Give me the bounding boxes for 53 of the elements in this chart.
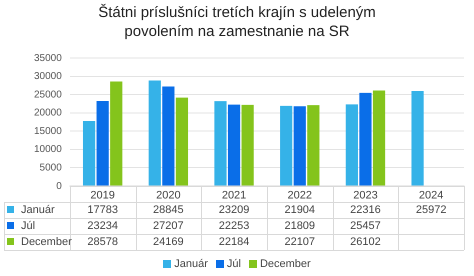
data-label: 28578 (87, 236, 118, 248)
data-label: 25972 (416, 204, 446, 216)
text: Júl (226, 258, 241, 270)
data-label: 28845 (153, 204, 184, 216)
data-label: 21809 (284, 220, 316, 232)
y-tick-label: 5000 (40, 162, 62, 174)
y-tick-label: 10000 (34, 144, 62, 156)
x-tick-label: 2020 (156, 190, 181, 202)
bar (294, 106, 306, 186)
text: Január (174, 258, 208, 270)
y-tick-label: 15000 (34, 126, 62, 137)
y-tick-label: 35000 (34, 52, 62, 64)
x-tick-label: 2022 (288, 190, 312, 202)
x-tick-label: 2019 (90, 190, 115, 202)
bar (307, 105, 320, 186)
data-label: 17783 (87, 204, 118, 216)
bar (214, 101, 227, 186)
data-label: 25457 (350, 220, 381, 232)
bar (176, 98, 188, 186)
bar (96, 101, 109, 186)
legend-label: Júl (21, 220, 36, 232)
data-label: 22107 (284, 236, 316, 248)
data-label: 22184 (218, 236, 250, 248)
y-tick-label: 0 (56, 180, 62, 192)
bar (242, 104, 254, 186)
data-label: 22316 (350, 204, 381, 216)
data-label: 26102 (350, 236, 381, 248)
x-tick-label: 2021 (222, 190, 246, 202)
y-tick-label: 30000 (34, 71, 62, 82)
y-tick-label: 25000 (34, 89, 62, 100)
legend-label: December (21, 236, 72, 248)
bar (280, 106, 292, 186)
legend-label: Január (21, 204, 55, 216)
data-label: 22253 (218, 220, 250, 232)
bar (411, 91, 424, 186)
data-label: 23209 (218, 204, 250, 216)
bar (162, 86, 174, 186)
x-tick-label: 2024 (418, 190, 444, 202)
bar (148, 80, 161, 186)
data-label: 21904 (284, 204, 316, 216)
bar (359, 92, 372, 186)
bar (372, 90, 386, 186)
chart-title: Štátni príslušníci tretích krajín s udeleným povolením na zamestnanie na SR (97, 3, 377, 41)
data-label: 27207 (153, 220, 184, 232)
data-label: 23234 (87, 220, 118, 232)
bar (228, 104, 240, 186)
bar (346, 104, 358, 186)
y-tick-label: 20000 (34, 108, 62, 119)
bar (110, 81, 122, 186)
text: December (260, 258, 311, 270)
x-tick-label: 2023 (353, 190, 378, 202)
bar (82, 120, 96, 186)
data-label: 24169 (153, 236, 184, 248)
